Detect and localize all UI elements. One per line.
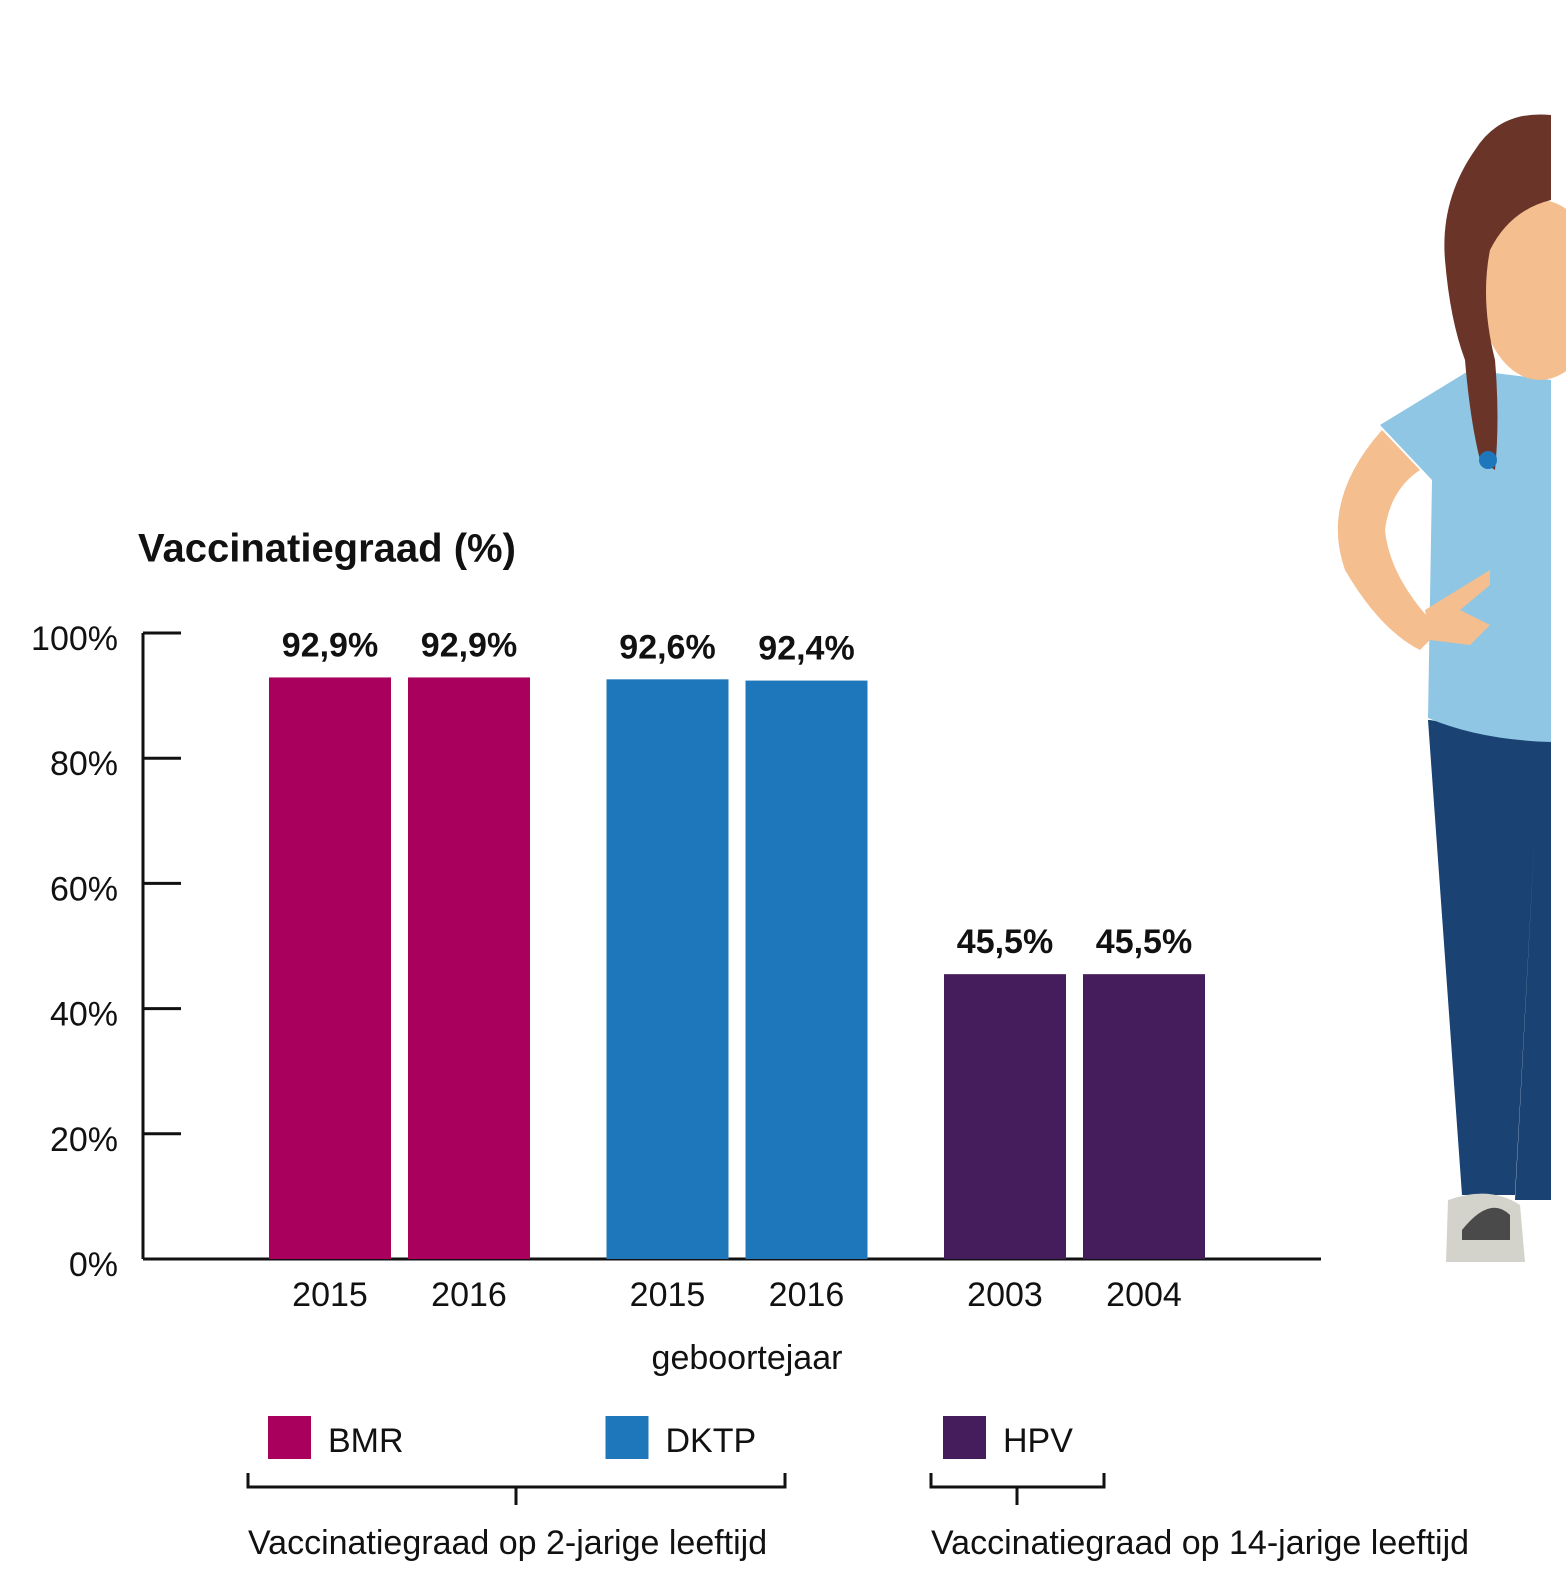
value-label: 92,9% bbox=[282, 626, 378, 664]
bracket bbox=[931, 1473, 1104, 1505]
value-label: 45,5% bbox=[1096, 923, 1192, 961]
y-tick-label: 20% bbox=[50, 1121, 118, 1159]
x-tick-label: 2004 bbox=[1106, 1276, 1182, 1314]
chart: Vaccinatiegraad (%) 0% 20% 40% 60% 80% 100% 92,… bbox=[0, 0, 1566, 1583]
bar bbox=[1083, 974, 1205, 1259]
annotation: Vaccinatiegraad op 14-jarige leeftijd bbox=[931, 1524, 1469, 1562]
y-tick-label: 100% bbox=[31, 620, 118, 658]
y-tick-label: 0% bbox=[69, 1246, 118, 1284]
y-tick-label: 40% bbox=[50, 996, 118, 1034]
bar bbox=[944, 974, 1066, 1259]
x-tick-label: 2003 bbox=[967, 1276, 1043, 1314]
value-label: 45,5% bbox=[957, 923, 1053, 961]
illustration bbox=[1338, 114, 1566, 1262]
legend-swatch bbox=[943, 1416, 986, 1459]
value-label: 92,9% bbox=[421, 626, 517, 664]
legend-label: HPV bbox=[1003, 1422, 1073, 1460]
value-label: 92,4% bbox=[758, 630, 854, 668]
annotation: Vaccinatiegraad op 2-jarige leeftijd bbox=[248, 1524, 767, 1562]
legend-swatch bbox=[606, 1416, 649, 1459]
bracket bbox=[248, 1473, 785, 1505]
x-tick-label: 2016 bbox=[431, 1276, 507, 1314]
bar bbox=[269, 677, 391, 1259]
y-tick-label: 80% bbox=[50, 745, 118, 783]
bar bbox=[607, 679, 729, 1259]
x-tick-label: 2015 bbox=[630, 1276, 706, 1314]
y-tick-label: 60% bbox=[50, 870, 118, 908]
legend-label: BMR bbox=[328, 1422, 404, 1460]
bar bbox=[746, 681, 868, 1259]
value-label: 92,6% bbox=[619, 628, 715, 666]
x-tick-label: 2016 bbox=[769, 1276, 845, 1314]
x-axis-label: geboortejaar bbox=[652, 1339, 843, 1377]
legend-swatch bbox=[268, 1416, 311, 1459]
bar bbox=[408, 677, 530, 1259]
x-tick-label: 2015 bbox=[292, 1276, 368, 1314]
chart-title: Vaccinatiegraad (%) bbox=[138, 527, 516, 571]
page: Vaccinatiegraad (%) 0% 20% 40% 60% 80% 100% 92,… bbox=[0, 0, 1566, 1583]
legend-label: DKTP bbox=[666, 1422, 757, 1460]
